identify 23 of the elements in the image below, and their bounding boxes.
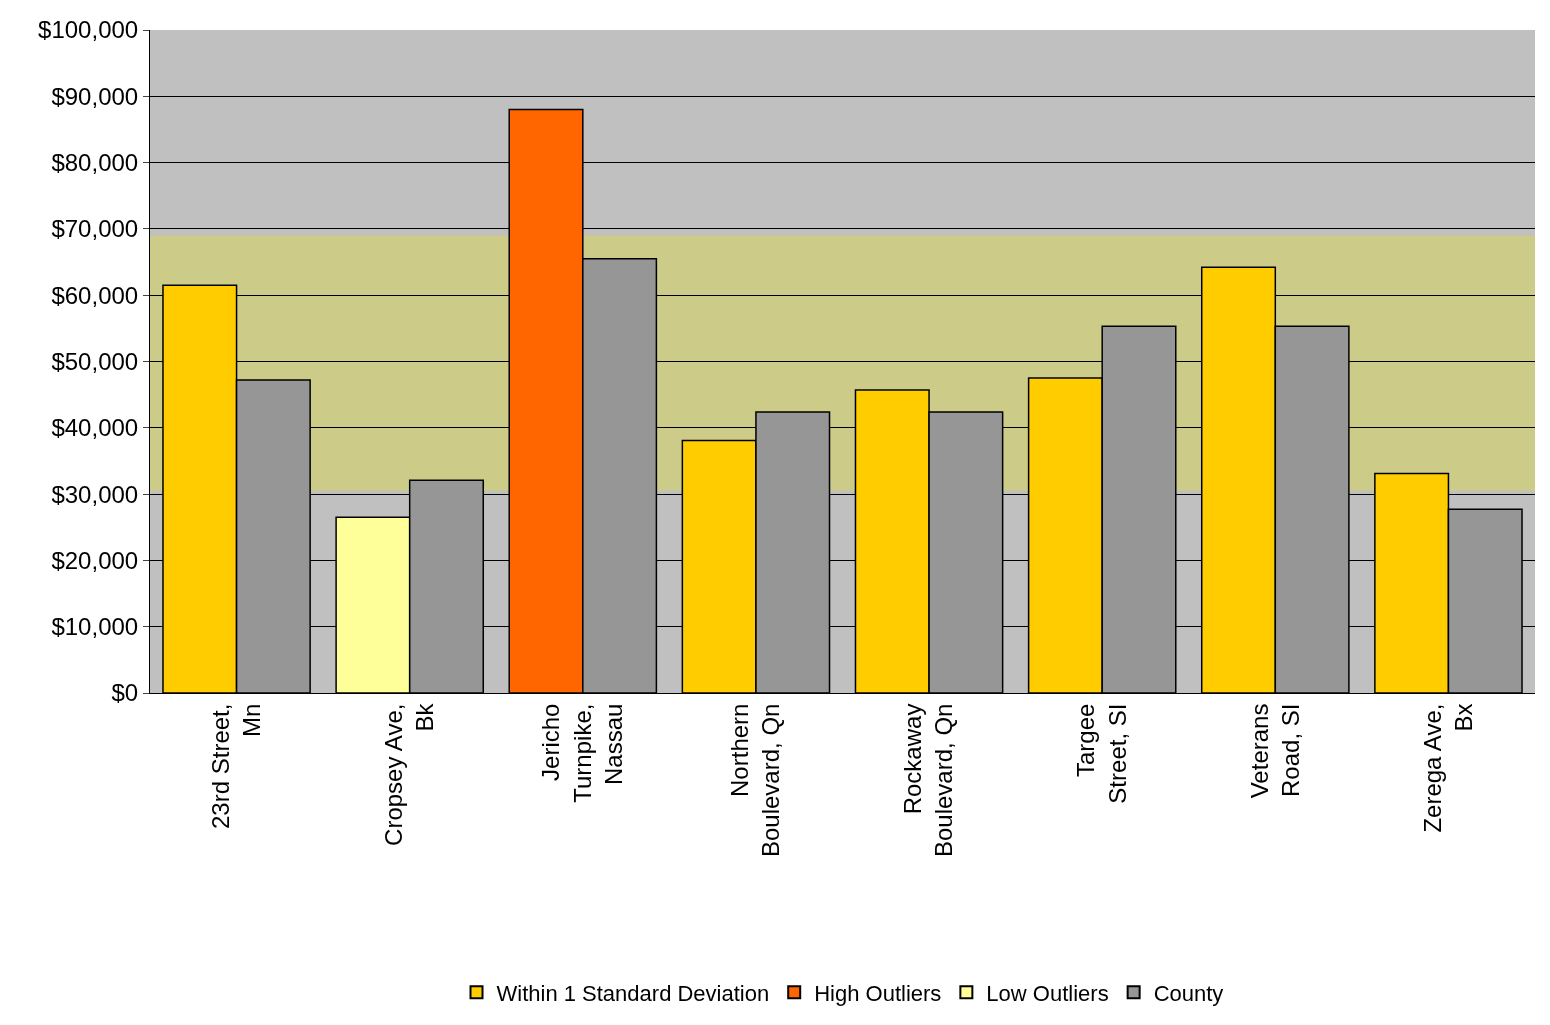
x-tick-label: Rockaway Boulevard, Qn bbox=[899, 703, 958, 858]
legend-label: Within 1 Standard Deviation bbox=[496, 980, 770, 1006]
y-tick-label: $50,000 bbox=[51, 347, 139, 375]
x-tick-label: Jericho Turnpike, Nassau bbox=[537, 703, 627, 803]
y-tick-label: $40,000 bbox=[51, 414, 139, 442]
y-tick-label: $30,000 bbox=[51, 480, 139, 508]
x-tick-label: Cropsey Ave, Bk bbox=[379, 702, 439, 846]
legend-label: Low Outliers bbox=[986, 980, 1109, 1006]
legend-label: High Outliers bbox=[814, 980, 942, 1006]
y-tick-label: $90,000 bbox=[51, 82, 139, 110]
x-tick-label: 23rd Street, Mn bbox=[206, 703, 265, 830]
y-tick-label: $70,000 bbox=[51, 215, 139, 243]
x-tick-label: Veterans Road, SI bbox=[1245, 703, 1304, 799]
x-tick-label: Zerega Ave, Bx bbox=[1418, 703, 1477, 833]
x-tick-label: Targee Street, SI bbox=[1072, 703, 1131, 804]
x-tick-label: Northern Boulevard, Qn bbox=[726, 703, 785, 858]
y-tick-label: $20,000 bbox=[51, 546, 139, 574]
y-tick-label: $60,000 bbox=[51, 281, 139, 309]
y-tick-label: $100,000 bbox=[38, 16, 139, 44]
y-tick-label: $80,000 bbox=[51, 149, 139, 176]
legend-label: County bbox=[1153, 980, 1224, 1006]
y-tick-label: $10,000 bbox=[51, 613, 139, 641]
y-tick-label: $0 bbox=[111, 679, 139, 707]
